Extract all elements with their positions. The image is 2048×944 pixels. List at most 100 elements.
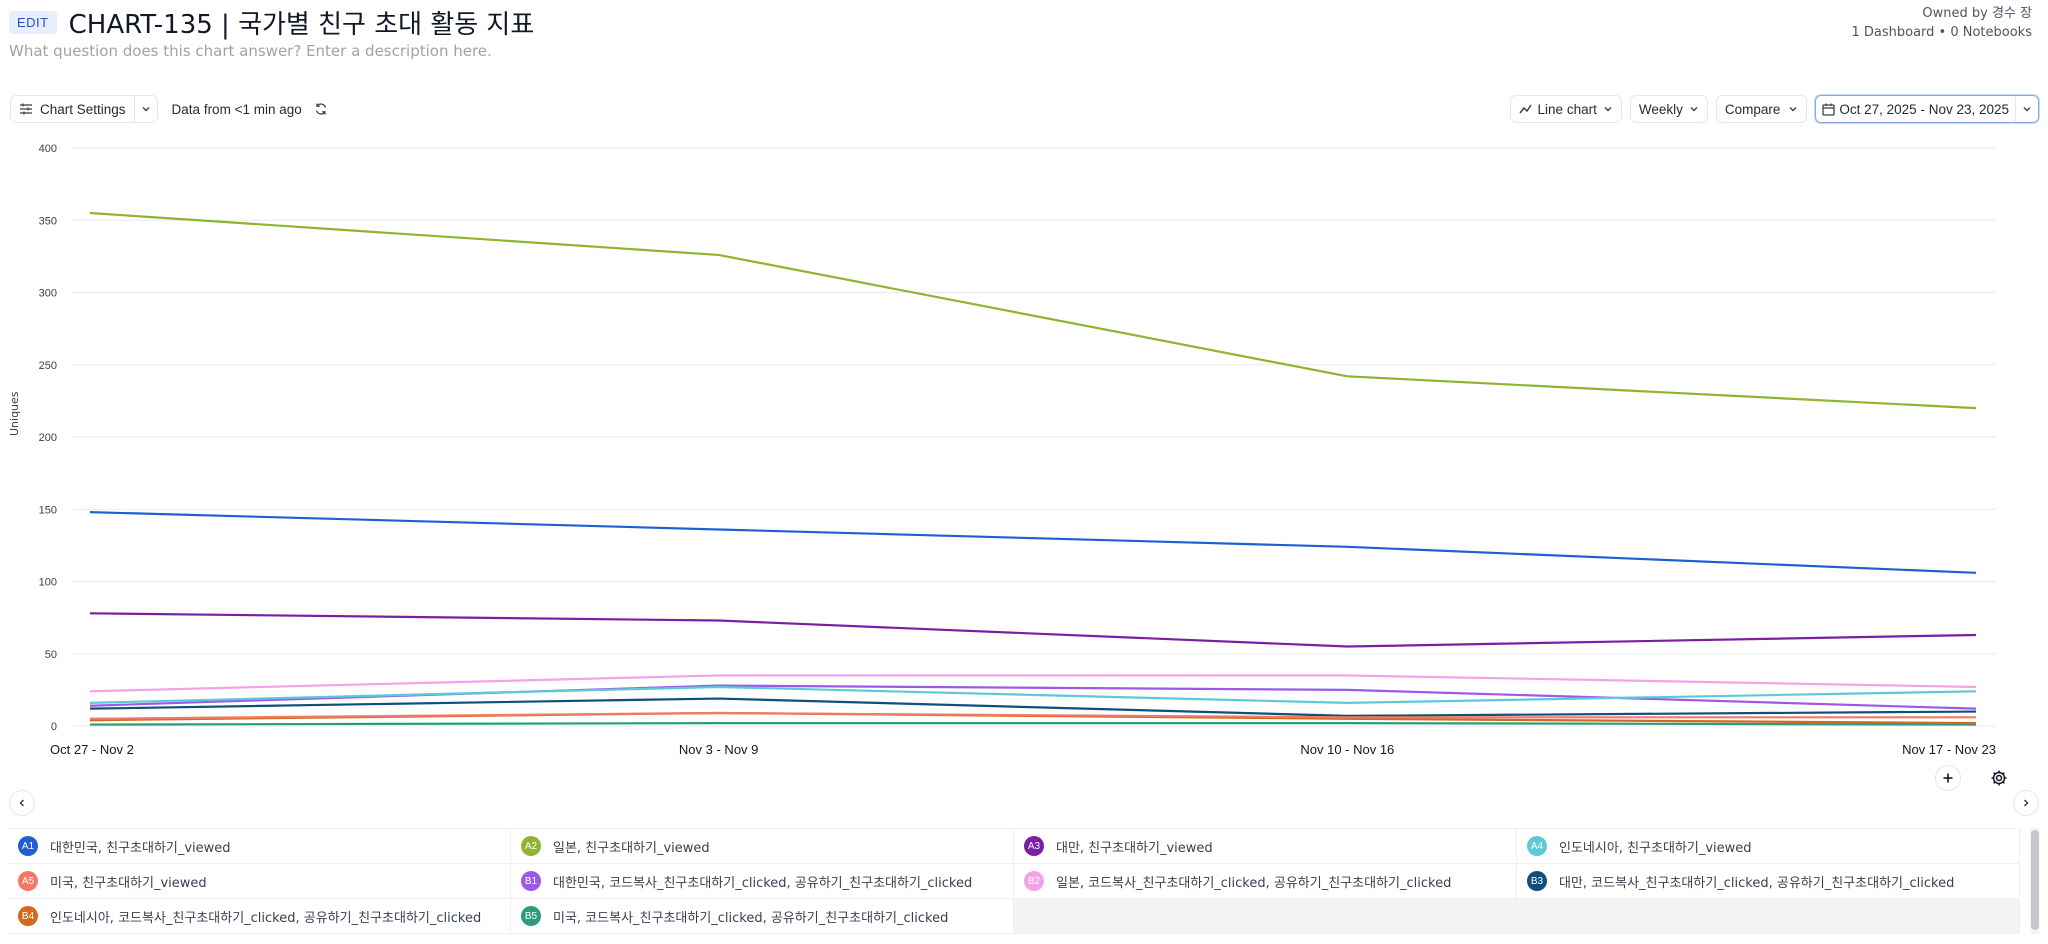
series-badge: B3	[1527, 871, 1547, 891]
chart-settings-group: Chart Settings	[10, 95, 158, 123]
legend-label: 일본, 친구초대하기_viewed	[553, 840, 710, 856]
series-line	[89, 685, 1977, 704]
series-line	[89, 697, 1977, 717]
edit-button[interactable]: EDIT	[9, 11, 57, 34]
y-tick-label: 300	[39, 288, 57, 300]
legend-label: 대한민국, 코드복사_친구초대하기_clicked, 공유하기_친구초대하기_c…	[553, 875, 973, 891]
legend-table: A1 대한민국, 친구초대하기_viewed A2 일본, 친구초대하기_viewed…	[8, 828, 2020, 934]
series-line	[89, 211, 1977, 410]
chart-settings-gear-button[interactable]	[1986, 765, 2012, 791]
chevron-left-icon	[17, 798, 27, 808]
y-tick-label: 50	[45, 649, 57, 661]
y-tick-label: 0	[51, 721, 57, 733]
legend-label: 인도네시아, 친구초대하기_viewed	[1559, 840, 1752, 856]
owner-info: Owned by 경수 장 1 Dashboard • 0 Notebooks	[1851, 4, 2032, 42]
chart-settings-button[interactable]: Chart Settings	[11, 96, 134, 122]
x-tick-label: Nov 17 - Nov 23	[1902, 742, 1996, 757]
chevron-down-icon	[2022, 104, 2032, 114]
y-tick-label: 150	[39, 504, 57, 516]
legend-label: 일본, 코드복사_친구초대하기_clicked, 공유하기_친구초대하기_cli…	[1056, 875, 1452, 891]
gear-icon	[1990, 769, 2008, 787]
legend-empty-cell	[1014, 899, 1517, 934]
series-badge: B5	[521, 906, 541, 926]
series-line	[89, 511, 1977, 574]
toolbar-left: Chart Settings Data from <1 min ago	[10, 95, 328, 123]
add-button[interactable]	[1935, 765, 1961, 791]
toolbar-right: Line chart Weekly Compare Oct 27, 2025 -…	[1509, 95, 2039, 123]
series-line	[89, 612, 1977, 648]
y-axis-label: Uniques	[8, 391, 21, 436]
legend-prev-button[interactable]	[9, 790, 35, 816]
scrollbar-thumb[interactable]	[2031, 830, 2039, 930]
legend-label: 미국, 친구초대하기_viewed	[50, 875, 207, 891]
legend-item[interactable]: B2 일본, 코드복사_친구초대하기_clicked, 공유하기_친구초대하기_c…	[1014, 864, 1517, 899]
chevron-down-icon	[1603, 104, 1613, 114]
chart-settings-label: Chart Settings	[40, 101, 126, 117]
series-badge: A5	[18, 871, 38, 891]
data-freshness: Data from <1 min ago	[171, 101, 302, 117]
legend-item[interactable]: B1 대한민국, 코드복사_친구초대하기_clicked, 공유하기_친구초대하기…	[511, 864, 1014, 899]
compare-label: Compare	[1724, 101, 1781, 117]
series-line	[89, 722, 1977, 726]
compare-select[interactable]: Compare	[1715, 95, 1808, 123]
chevron-right-icon	[2021, 798, 2031, 808]
chart-settings-dropdown[interactable]	[133, 96, 157, 122]
series-line	[89, 711, 1976, 720]
refresh-icon[interactable]	[314, 102, 328, 116]
chart-area: 0 50 100 150 200 250 300 350 400 Oct 27 - Nov 2 No…	[0, 130, 2048, 770]
legend-grid: A1 대한민국, 친구초대하기_viewed A2 일본, 친구초대하기_viewed…	[8, 829, 2020, 934]
date-range-dropdown[interactable]	[2015, 96, 2038, 122]
series-badge: B4	[18, 906, 38, 926]
series-badge: A1	[18, 836, 38, 856]
series-badge: A3	[1024, 836, 1044, 856]
date-range-label: Oct 27, 2025 - Nov 23, 2025	[1839, 101, 2009, 117]
legend-empty-cell	[1517, 899, 2020, 934]
chart-header: EDIT CHART-135 | 국가별 친구 초대 활동 지표	[9, 4, 534, 41]
chevron-down-icon	[141, 104, 151, 114]
legend-label: 대한민국, 친구초대하기_viewed	[50, 840, 231, 856]
sliders-icon	[19, 102, 33, 116]
legend-item[interactable]: A3 대만, 친구초대하기_viewed	[1014, 829, 1517, 864]
legend-next-button[interactable]	[2013, 790, 2039, 816]
series-badge: A2	[521, 836, 541, 856]
y-tick-label: 250	[39, 360, 57, 372]
legend-item[interactable]: B5 미국, 코드복사_친구초대하기_clicked, 공유하기_친구초대하기_c…	[511, 899, 1014, 934]
series-badge: B1	[521, 871, 541, 891]
chart-type-select[interactable]: Line chart	[1509, 95, 1622, 123]
legend-item[interactable]: B4 인도네시아, 코드복사_친구초대하기_clicked, 공유하기_친구초대하…	[8, 899, 511, 934]
legend-label: 인도네시아, 코드복사_친구초대하기_clicked, 공유하기_친구초대하기_…	[50, 910, 482, 926]
legend-label: 대만, 코드복사_친구초대하기_clicked, 공유하기_친구초대하기_cli…	[1559, 875, 1955, 891]
legend-item[interactable]: B3 대만, 코드복사_친구초대하기_clicked, 공유하기_친구초대하기_c…	[1517, 864, 2020, 899]
line-chart: 0 50 100 150 200 250 300 350 400 Oct 27 - Nov 2 No…	[39, 143, 1996, 757]
legend-scrollbar[interactable]	[2030, 828, 2040, 934]
interval-label: Weekly	[1638, 101, 1683, 117]
line-chart-icon	[1518, 103, 1532, 115]
series-badge: A4	[1527, 836, 1547, 856]
x-tick-label: Nov 3 - Nov 9	[679, 742, 758, 757]
legend-label: 대만, 친구초대하기_viewed	[1056, 840, 1213, 856]
chevron-down-icon	[1788, 104, 1798, 114]
usage-stats[interactable]: 1 Dashboard • 0 Notebooks	[1851, 25, 2032, 40]
page-title[interactable]: CHART-135 | 국가별 친구 초대 활동 지표	[68, 10, 535, 40]
interval-select[interactable]: Weekly	[1629, 95, 1708, 123]
date-range-group: Oct 27, 2025 - Nov 23, 2025	[1815, 95, 2039, 123]
owner-label[interactable]: Owned by 경수 장	[1922, 6, 2032, 21]
legend-label: 미국, 코드복사_친구초대하기_clicked, 공유하기_친구초대하기_cli…	[553, 910, 949, 926]
legend-item[interactable]: A2 일본, 친구초대하기_viewed	[511, 829, 1014, 864]
x-tick-label: Nov 10 - Nov 16	[1300, 742, 1394, 757]
legend-item[interactable]: A1 대한민국, 친구초대하기_viewed	[8, 829, 511, 864]
series-line	[89, 674, 1977, 693]
legend-item[interactable]: A5 미국, 친구초대하기_viewed	[8, 864, 511, 899]
y-tick-label: 200	[39, 432, 57, 444]
y-tick-label: 400	[39, 143, 57, 155]
y-tick-label: 100	[39, 577, 57, 589]
plus-icon	[1942, 772, 1954, 784]
y-tick-label: 350	[39, 215, 57, 227]
description-input[interactable]: What question does this chart answer? En…	[9, 42, 492, 60]
date-range-picker[interactable]: Oct 27, 2025 - Nov 23, 2025	[1816, 96, 2015, 122]
chart-type-label: Line chart	[1537, 101, 1597, 117]
x-tick-label: Oct 27 - Nov 2	[50, 742, 134, 757]
legend-item[interactable]: A4 인도네시아, 친구초대하기_viewed	[1517, 829, 2020, 864]
chevron-down-icon	[1689, 104, 1699, 114]
calendar-icon	[1822, 103, 1836, 116]
